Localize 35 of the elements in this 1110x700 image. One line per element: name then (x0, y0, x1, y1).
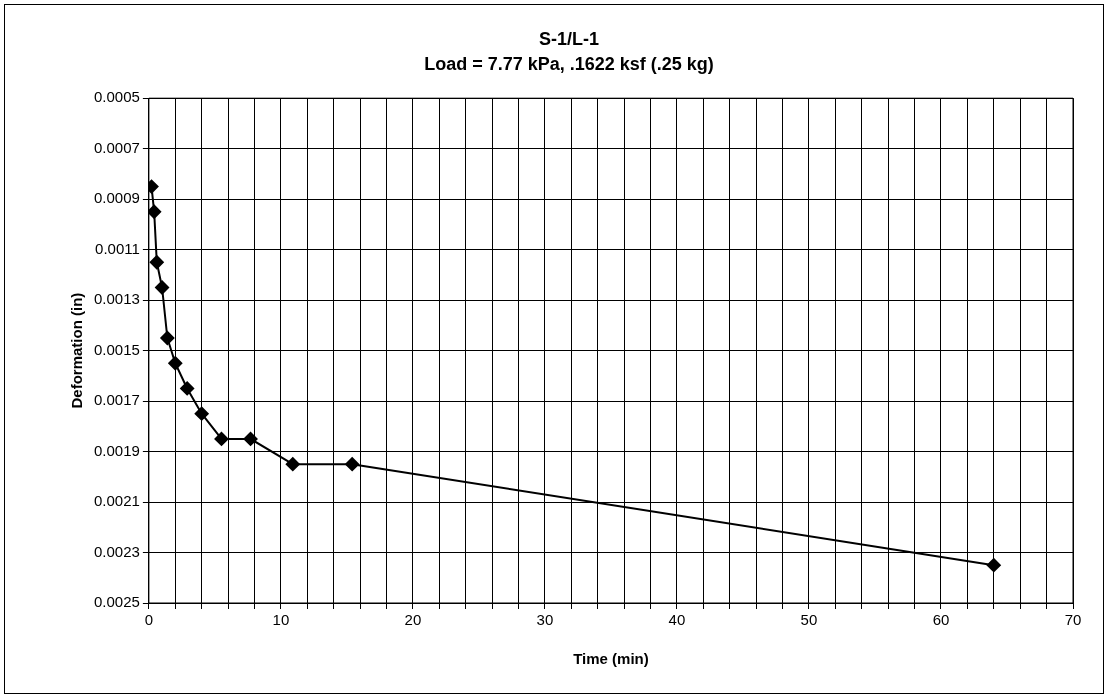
point (986, 558, 1001, 573)
point (160, 330, 175, 345)
y-tick-label: 0.0023 (93, 542, 140, 560)
y-tick-label: 0.0013 (93, 290, 140, 308)
point (214, 431, 229, 446)
point (345, 457, 360, 472)
x-tick-label: 20 (404, 611, 422, 629)
y-axis-title: Deformation (in) (68, 292, 86, 409)
y-tick-label: 0.0017 (93, 391, 140, 409)
point (149, 255, 164, 270)
y-tick-label: 0.0025 (93, 593, 140, 611)
y-tick-label: 0.0005 (93, 88, 140, 106)
point (194, 406, 209, 421)
y-tick-label: 0.0009 (93, 189, 140, 207)
x-tick-label: 10 (272, 611, 290, 629)
point (168, 356, 183, 371)
x-tick-label: 50 (800, 611, 818, 629)
x-tick-label: 30 (536, 611, 554, 629)
y-tick-label: 0.0019 (93, 441, 140, 459)
x-tick-label: 60 (932, 611, 950, 629)
point (285, 457, 300, 472)
y-tick-label: 0.0007 (93, 138, 140, 156)
x-tick-label: 40 (668, 611, 686, 629)
x-tick-label: 70 (1064, 611, 1082, 629)
x-axis-title: Time (min) (573, 650, 649, 668)
point (180, 381, 195, 396)
y-tick-label: 0.0015 (93, 340, 140, 358)
y-tick-label: 0.0011 (95, 239, 140, 257)
point (148, 204, 162, 219)
y-tick-label: 0.0021 (93, 492, 140, 510)
chart-subtitle: Load = 7.77 kPa, .1622 ksf (.25 kg) (424, 54, 714, 75)
point (155, 280, 170, 295)
chart-title: S-1/L-1 (538, 28, 600, 49)
point (243, 431, 258, 446)
x-tick-label: 0 (144, 611, 154, 629)
